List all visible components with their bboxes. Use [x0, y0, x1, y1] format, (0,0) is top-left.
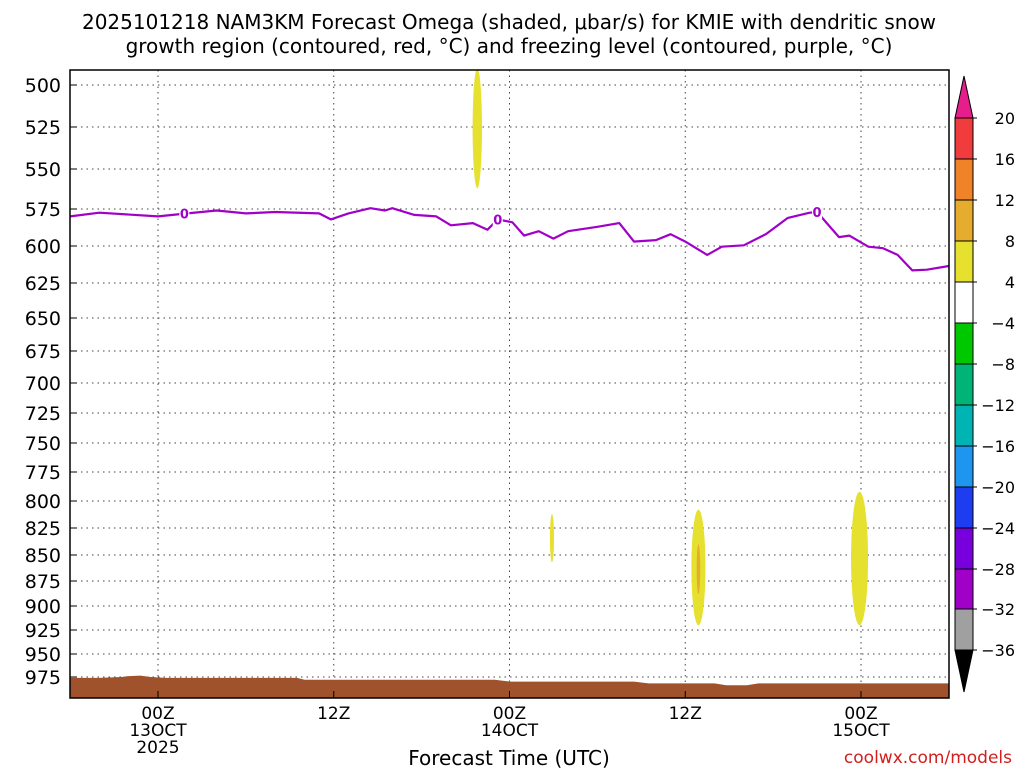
colorbar-segment: [954, 608, 974, 651]
y-tick-label: 550: [25, 159, 61, 181]
terrain-layer: [70, 675, 949, 698]
y-axis: 500 525 550 575 600 625 650 675 700 725 750 775 800 8…: [25, 75, 77, 689]
colorbar-segment: [954, 363, 974, 406]
colorbar-segment: [954, 240, 974, 283]
colorbar-label: 16: [995, 150, 1015, 169]
y-tick-label: 775: [25, 462, 61, 484]
colorbar-segment: [954, 404, 974, 447]
credit-text: coolwx.com/models: [844, 748, 1012, 768]
colorbar-segment: [954, 486, 974, 529]
colorbar-label: −32: [981, 600, 1015, 619]
y-tick-label: 700: [25, 373, 61, 395]
y-tick-label: 850: [25, 545, 61, 567]
colorbar-segment: [954, 322, 974, 365]
colorbar: 20 16 12 8 4 −4 −8 −12 −16 −20 −24 −28 −32 −36: [954, 75, 1015, 693]
terrain-fill: [70, 675, 949, 698]
freezing-level-line: [70, 207, 949, 272]
y-tick-label: 725: [25, 403, 61, 425]
colorbar-segment: [954, 281, 974, 324]
colorbar-segment: [954, 117, 974, 160]
colorbar-label: −4: [991, 314, 1015, 333]
colorbar-top-arrow: [954, 75, 974, 119]
freezing-label-bg: [492, 211, 503, 227]
omega-shading: [472, 70, 869, 626]
y-tick-label: 575: [25, 199, 61, 221]
freezing-label-bg: [812, 203, 823, 219]
x-tick-label: 00Z: [141, 704, 174, 724]
y-tick-label: 800: [25, 491, 61, 513]
freezing-label-bg: [179, 205, 190, 221]
grid-lines: [70, 70, 949, 698]
colorbar-label: −24: [981, 519, 1015, 538]
y-tick-label: 750: [25, 433, 61, 455]
colorbar-segment: [954, 568, 974, 610]
colorbar-label: −8: [991, 355, 1015, 374]
y-tick-label: 875: [25, 571, 61, 593]
y-tick-label: 525: [25, 117, 61, 139]
x-tick-label: 00Z: [844, 704, 877, 724]
colorbar-label: 8: [1005, 232, 1015, 251]
omega-feature: [472, 70, 482, 189]
x-tick-label: 12Z: [669, 704, 702, 724]
x-tick-label: 15OCT: [832, 721, 890, 741]
colorbar-label: 20: [995, 109, 1015, 128]
colorbar-label: −36: [981, 641, 1015, 660]
freezing-level-label: 0: [180, 208, 189, 223]
y-tick-label: 825: [25, 518, 61, 540]
y-tick-label: 975: [25, 667, 61, 689]
colorbar-label: 12: [995, 191, 1015, 210]
colorbar-label: −16: [981, 437, 1015, 456]
chart-title-line2: growth region (contoured, red, °C) and f…: [126, 34, 893, 58]
omega-feature: [851, 491, 869, 626]
y-tick-label: 625: [25, 273, 61, 295]
colorbar-segment: [954, 445, 974, 488]
x-tick-label: 00Z: [493, 704, 526, 724]
colorbar-bottom-arrow: [954, 649, 974, 693]
chart-title-line1: 2025101218 NAM3KM Forecast Omega (shaded…: [82, 10, 936, 34]
y-tick-label: 900: [25, 596, 61, 618]
colorbar-label: −28: [981, 560, 1015, 579]
colorbar-segment: [954, 199, 974, 242]
x-tick-label: 2025: [136, 738, 179, 758]
colorbar-label: −20: [981, 478, 1015, 497]
x-tick-label: 13OCT: [129, 721, 187, 741]
x-axis-title: Forecast Time (UTC): [408, 746, 610, 768]
y-tick-label: 500: [25, 75, 61, 97]
y-tick-label: 950: [25, 644, 61, 666]
omega-feature: [696, 544, 701, 594]
colorbar-label: −12: [981, 396, 1015, 415]
omega-feature: [549, 513, 555, 563]
plot-area: 0 0 0: [70, 70, 949, 698]
freezing-level-layer: 0 0 0: [70, 203, 949, 272]
y-tick-label: 650: [25, 308, 61, 330]
colorbar-segment: [954, 527, 974, 570]
freezing-level-label: 0: [493, 213, 502, 228]
x-tick-label: 12Z: [317, 704, 350, 724]
y-tick-label: 925: [25, 620, 61, 642]
y-tick-label: 675: [25, 341, 61, 363]
colorbar-segment: [954, 158, 974, 201]
x-tick-label: 14OCT: [481, 721, 539, 741]
colorbar-label: 4: [1005, 273, 1015, 292]
y-tick-label: 600: [25, 236, 61, 258]
freezing-level-label: 0: [813, 206, 822, 221]
